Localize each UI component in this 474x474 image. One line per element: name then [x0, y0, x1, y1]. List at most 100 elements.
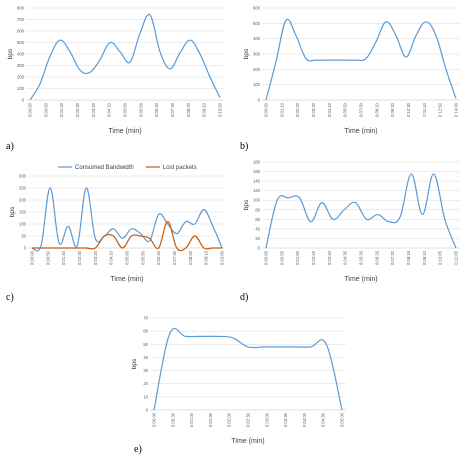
series-line-lost-packets [32, 220, 222, 252]
x-tick-label: 0:02:30 [246, 412, 251, 427]
x-axis-label: Time (min) [108, 128, 141, 135]
x-tick-label: 0:11:00 [454, 250, 459, 264]
y-tick-label: 20 [255, 236, 260, 241]
x-tick-label: 0:05:50 [138, 102, 143, 117]
y-tick-label: 60 [255, 217, 260, 222]
y-tick-label: 20 [143, 381, 148, 386]
x-tick-label: 0:02:20 [295, 102, 300, 117]
x-axis-label: Time (min) [344, 276, 377, 283]
y-tick-label: 100 [253, 82, 261, 87]
y-tick-label: 150 [19, 210, 27, 215]
y-tick-label: 80 [255, 207, 260, 212]
panel-label: c) [6, 292, 14, 303]
y-tick-label: 300 [17, 63, 25, 68]
y-tick-label: 0 [258, 98, 261, 103]
y-tick-label: 250 [19, 186, 27, 191]
y-tick-label: 50 [143, 342, 148, 347]
x-tick-label: 0:09:10 [204, 250, 209, 265]
x-tick-label: 0:02:00 [227, 412, 232, 427]
y-axis-label: bps [9, 206, 16, 217]
x-tick-label: 0:02:30 [75, 102, 80, 117]
x-tick-label: 0:04:00 [302, 412, 307, 427]
x-tick-label: 0:03:30 [283, 412, 288, 427]
y-tick-label: 70 [143, 316, 148, 321]
legend-entry: Lost packets [163, 165, 197, 171]
y-axis-label: bps [131, 358, 138, 369]
y-tick-label: 500 [17, 40, 25, 45]
x-tick-label: 0:08:20 [186, 102, 191, 117]
y-tick-label: 400 [253, 36, 261, 41]
y-tick-label: 50 [21, 234, 26, 239]
x-tick-label: 0:05:30 [359, 250, 364, 265]
x-tick-label: 0:10:05 [438, 250, 443, 265]
x-tick-label: 0:07:30 [170, 102, 175, 117]
x-tick-label: 0:01:10 [279, 102, 284, 117]
x-tick-label: 0:09:10 [422, 250, 427, 265]
y-tick-label: 40 [143, 355, 148, 360]
y-tick-label: 0 [22, 98, 25, 103]
x-tick-label: 0:00:55 [279, 250, 284, 265]
x-tick-label: 0:06:40 [154, 102, 159, 117]
panel-label: e) [134, 444, 142, 455]
y-tick-label: 500 [253, 21, 261, 26]
y-tick-label: 180 [253, 160, 261, 165]
chart-panel-a: 0 100 200 300 400 500 600 700 800 0:00:00 0:00:50 0… [6, 6, 224, 152]
chart-panel-e: 0 10 20 30 40 50 60 70 0:00:00 0:00:30 0:01:00 0:01… [131, 316, 346, 455]
x-tick-label: 0:11:40 [422, 102, 427, 116]
y-tick-label: 0 [24, 246, 27, 251]
x-tick-label: 0:06:40 [156, 250, 161, 265]
x-tick-label: 0:06:25 [374, 250, 379, 265]
x-tick-label: 0:00:00 [264, 250, 269, 265]
y-tick-label: 600 [253, 6, 261, 11]
y-tick-label: 100 [253, 198, 261, 203]
x-tick-label: 0:03:20 [93, 250, 98, 265]
x-tick-label: 0:00:30 [170, 412, 175, 427]
x-tick-label: 0:02:45 [311, 250, 316, 265]
x-tick-label: 0:02:30 [77, 250, 82, 265]
x-tick-label: 0:09:20 [390, 102, 395, 117]
y-axis-label: bps [243, 48, 250, 59]
x-tick-label: 0:00:00 [152, 412, 157, 427]
y-tick-label: 40 [255, 226, 260, 231]
x-tick-label: 0:14:00 [454, 102, 459, 117]
series-line-bps [265, 173, 457, 249]
x-tick-label: 0:00:50 [45, 250, 50, 265]
y-tick-label: 100 [19, 222, 27, 227]
chart-panel-b: 0 100 200 300 400 500 600 0:00:00 0:01:10 0:02:20… [240, 6, 460, 152]
y-tick-label: 160 [253, 169, 261, 174]
y-tick-label: 120 [253, 188, 261, 193]
x-tick-label: 0:00:00 [30, 250, 35, 265]
x-tick-label: 0:10:30 [406, 102, 411, 117]
series-line-bps [153, 327, 343, 411]
y-axis-label: bps [243, 199, 250, 210]
x-tick-label: 0:04:10 [107, 102, 112, 117]
x-tick-label: 0:05:00 [125, 250, 130, 265]
x-axis-label: Time (min) [110, 276, 143, 283]
x-tick-label: 0:01:50 [295, 250, 300, 265]
y-tick-label: 60 [143, 329, 148, 334]
y-tick-label: 140 [253, 179, 261, 184]
y-tick-label: 30 [143, 368, 148, 373]
y-tick-label: 800 [17, 6, 25, 11]
x-tick-label: 0:00:50 [43, 102, 48, 117]
chart-panel-d: 0 20 40 60 80 100 120 140 160 180 0:00:00 0:00:55 0:… [240, 160, 460, 303]
legend-entry: Consumed Bandwidth [75, 165, 134, 171]
x-tick-label: 0:12:50 [438, 102, 443, 117]
panel-label: b) [240, 141, 248, 152]
y-tick-label: 200 [253, 67, 261, 72]
x-tick-label: 0:09:10 [202, 102, 207, 117]
x-tick-label: 0:05:00 [123, 102, 128, 117]
x-tick-label: 0:01:40 [61, 250, 66, 265]
x-tick-label: 0:05:50 [140, 250, 145, 265]
y-tick-label: 200 [19, 198, 27, 203]
y-axis-label: bps [7, 48, 14, 59]
x-tick-label: 0:10:00 [220, 250, 225, 265]
x-tick-label: 0:05:50 [343, 102, 348, 117]
x-tick-label: 0:08:10 [374, 102, 379, 117]
x-tick-label: 0:04:35 [343, 250, 348, 265]
x-tick-label: 0:07:00 [359, 102, 364, 117]
x-axis-label: Time (min) [344, 128, 377, 135]
x-axis-label: Time (min) [231, 438, 264, 445]
x-tick-label: 0:05:00 [340, 412, 345, 427]
